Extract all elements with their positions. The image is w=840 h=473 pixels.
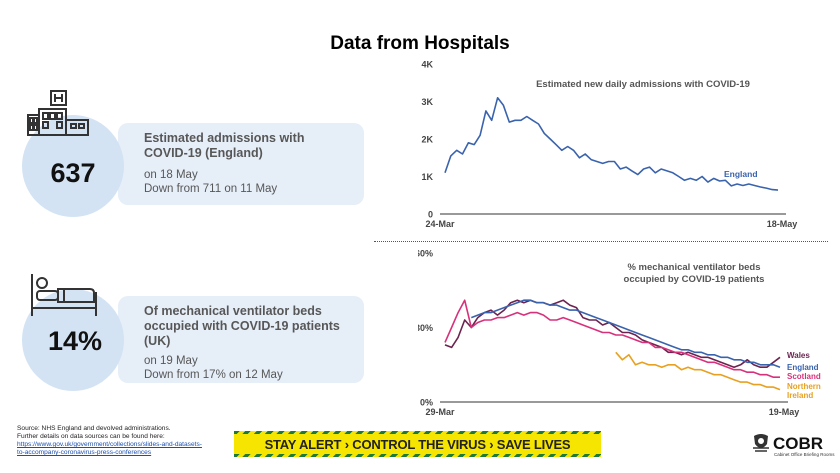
section-divider [374,241,828,242]
admissions-heading-line2: COVID-19 (England) [144,146,263,160]
admissions-heading-line1: Estimated admissions with [144,131,305,145]
legend-label: Ireland [787,391,813,400]
legend-label: Scotland [787,372,821,381]
ventilator-chart: 0% 30% 60% 29-Mar 19-May % mechanical ventila… [418,249,821,418]
legend-label: England [787,363,819,372]
stay-alert-banner: STAY ALERT › CONTROL THE VIRUS › SAVE LI… [234,431,601,457]
series-line-wales [444,299,781,368]
x-tick-label-end: 18-May [767,219,798,229]
y-tick-label: 60% [418,249,433,259]
legend-label: Wales [787,351,810,360]
x-tick-label-start: 24-Mar [425,219,455,229]
x-tick-label-end: 19-May [769,407,800,417]
admissions-card [118,123,364,205]
chart-title: % mechanical ventilator beds [627,262,760,273]
y-tick-label: 3K [421,97,433,107]
crest-icon [753,434,769,452]
series-line-england [444,97,779,191]
legend-label: Northern [787,382,821,391]
source-note: Source: NHS England and devolved adminis… [17,425,202,457]
ventilator-heading-line2: occupied with COVID-19 patients [144,319,340,333]
ventilator-value: 14% [47,326,103,356]
y-tick-label: 1K [421,172,433,182]
banner-text: STAY ALERT › CONTROL THE VIRUS › SAVE LI… [264,436,571,452]
x-tick-label-start: 29-Mar [425,407,455,417]
admissions-date: on 18 May [144,169,198,181]
admissions-value: 637 [50,158,96,188]
series-label-england: England [724,169,758,179]
series-line-england [471,299,781,368]
y-tick-label: 0% [420,398,433,408]
ventilator-card [118,296,364,383]
ventilator-date: on 19 May [144,355,198,367]
cobr-subtitle: Cabinet Office Briefing Rooms [774,452,835,457]
series-line-northern-ireland [615,351,781,391]
chart-title: occupied by COVID-19 patients [624,274,765,285]
source-line1: Source: NHS England and devolved adminis… [17,425,171,432]
admissions-comparison: Down from 711 on 11 May [144,183,278,195]
page-title: Data from Hospitals [330,33,510,54]
y-tick-label: 30% [418,323,433,333]
hospital-building-icon [27,90,89,136]
ventilator-heading-line1: Of mechanical ventilator beds [144,304,322,318]
y-tick-label: 2K [421,135,433,145]
chart-title: Estimated new daily admissions with COVI… [536,79,750,90]
ventilator-comparison: Down from 17% on 12 May [144,369,283,381]
series-line-scotland [444,299,780,378]
ventilator-circle [22,289,124,391]
source-link-line2[interactable]: to-accompany-coronavirus-press-conferenc… [17,449,152,456]
hospital-bed-icon [31,274,97,316]
cobr-logo: COBR [773,434,824,453]
y-tick-label: 0 [428,210,433,220]
y-tick-label: 4K [421,60,433,70]
source-line2: Further details on data sources can be f… [17,433,165,440]
admissions-chart: 0 1K 2K 3K 4K 24-Mar 18-May Estimated new daily… [421,60,798,230]
source-link-line1[interactable]: https://www.gov.uk/government/collection… [17,441,202,448]
ventilator-heading-line3: (UK) [144,334,171,348]
